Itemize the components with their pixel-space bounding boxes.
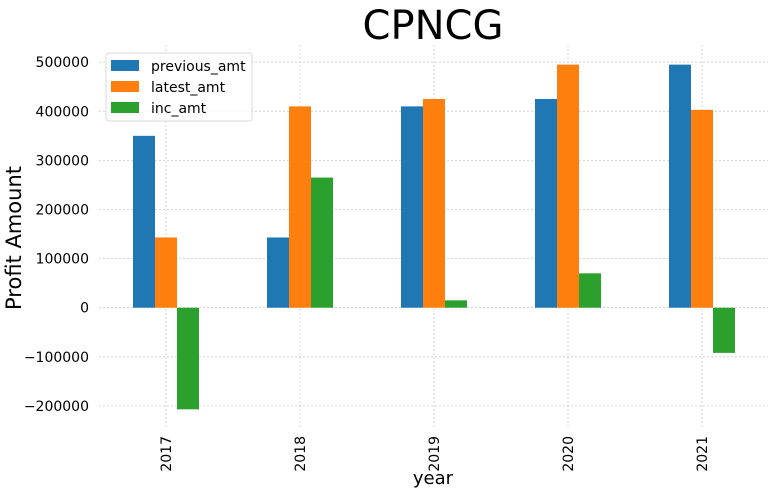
bar-inc_amt-2018 — [311, 177, 333, 308]
bar-latest_amt-2020 — [557, 64, 579, 308]
chart-title: CPNCG — [363, 3, 504, 49]
legend-swatch-latest_amt — [111, 81, 139, 92]
y-tick-label: 100000 — [36, 252, 89, 268]
bar-inc_amt-2021 — [713, 307, 735, 353]
x-axis-ticks: 2017 2018 2019 2020 2021 — [159, 436, 711, 472]
bar-previous_amt-2018 — [267, 237, 289, 308]
x-axis-label: year — [413, 468, 454, 489]
y-tick-label: 200000 — [36, 202, 89, 218]
bar-latest_amt-2017 — [155, 237, 177, 308]
bar-previous_amt-2019 — [401, 106, 423, 308]
grid-lines — [99, 45, 768, 428]
bar-inc_amt-2017 — [177, 307, 199, 410]
legend-swatch-previous_amt — [111, 60, 139, 71]
legend-swatch-inc_amt — [111, 102, 139, 113]
legend: previous_amt latest_amt inc_amt — [105, 52, 253, 122]
bar-latest_amt-2018 — [289, 106, 311, 308]
y-tick-label: −200000 — [24, 399, 89, 415]
bar-previous_amt-2020 — [535, 99, 557, 308]
bar-latest_amt-2021 — [691, 109, 713, 308]
x-tick-label: 2019 — [427, 436, 443, 472]
legend-label-previous_amt: previous_amt — [151, 59, 246, 75]
bar-latest_amt-2019 — [423, 99, 445, 308]
x-tick-label: 2021 — [695, 436, 711, 472]
y-axis-ticks: −200000 −100000 0 100000 200000 300000 400000 5… — [24, 55, 89, 415]
x-tick-label: 2018 — [293, 436, 309, 472]
bar-inc_amt-2020 — [579, 273, 601, 308]
y-axis-label: Profit Amount — [2, 166, 26, 310]
y-tick-label: 400000 — [36, 104, 89, 120]
legend-label-latest_amt: latest_amt — [151, 80, 226, 96]
y-tick-label: 0 — [80, 301, 89, 317]
bar-previous_amt-2017 — [133, 135, 155, 308]
bar-previous_amt-2021 — [669, 64, 691, 308]
legend-label-inc_amt: inc_amt — [151, 101, 207, 117]
y-tick-label: 300000 — [36, 153, 89, 169]
legend-box — [105, 52, 253, 122]
bars — [133, 64, 735, 410]
bar-inc_amt-2019 — [445, 300, 467, 308]
y-tick-label: 500000 — [36, 55, 89, 71]
y-tick-label: −100000 — [24, 350, 89, 366]
x-tick-label: 2020 — [561, 436, 577, 472]
x-tick-label: 2017 — [159, 436, 175, 472]
